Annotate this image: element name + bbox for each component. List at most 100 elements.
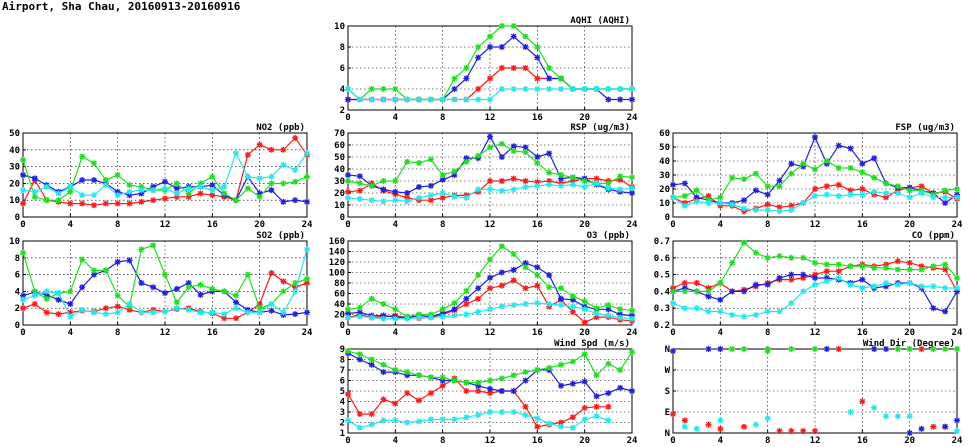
data-point [569,414,576,421]
data-point [930,283,937,290]
data-point [79,200,86,207]
x-tick-label: 12 [485,328,496,338]
y-tick-label: 0.6 [654,254,670,264]
data-point [729,174,736,181]
data-point [930,194,937,201]
y-tick-label: 0 [15,321,20,331]
x-tick-label: 8 [440,220,445,230]
data-point [764,254,771,261]
data-point [534,179,541,186]
y-tick-label: 7 [340,366,345,376]
data-point [741,313,747,320]
y-tick-label: 140 [329,248,345,258]
data-point [150,197,157,204]
x-tick-label: 8 [765,220,770,230]
data-point [427,197,434,204]
data-point [392,188,399,195]
x-tick-label: 4 [393,113,399,123]
data-point [126,192,133,199]
data-point [487,75,493,82]
chart-title: Wind Spd (m/s) [554,338,630,349]
data-point [292,288,299,295]
data-point [930,423,937,430]
data-point [427,374,434,381]
page-title: Airport, Sha Chau, 20160913-20160916 [2,0,241,13]
data-point [43,288,50,295]
data-point [906,194,913,201]
data-point [522,86,529,92]
data-point [569,424,576,431]
data-point [173,299,180,306]
data-point [510,409,517,415]
series-4 [345,86,635,103]
data-point [79,256,86,263]
data-point [126,182,133,189]
data-point [930,346,937,352]
y-tick-label: 10 [334,201,345,211]
data-point [221,315,228,322]
data-point [404,96,411,103]
data-point [522,144,529,151]
data-point [741,288,747,295]
data-point [558,382,564,389]
data-point [404,198,411,205]
data-point [138,183,145,190]
data-point [894,183,901,190]
data-point [883,261,889,268]
data-point [197,281,204,288]
data-point [510,175,517,182]
data-point [593,310,600,317]
data-point [221,183,228,190]
x-tick-label: 16 [857,436,868,446]
data-point [918,190,925,197]
data-point [380,186,387,193]
data-point [404,315,411,322]
data-point [558,175,564,182]
data-point [581,404,588,411]
data-point [729,311,736,318]
data-point [256,301,263,307]
x-tick-label: 0 [345,328,350,338]
data-point [930,305,937,312]
y-tick-label: 80 [334,279,345,289]
data-point [918,266,925,273]
data-point [268,187,275,194]
data-point [681,305,688,312]
data-point [55,190,62,197]
data-point [569,358,576,365]
data-point [173,305,180,312]
x-tick-label: 12 [485,436,496,446]
data-point [510,148,517,154]
data-point [558,423,564,430]
data-point [475,382,482,389]
data-point [55,290,62,297]
data-point [812,281,818,288]
y-tick-label: 5 [340,387,345,397]
data-point [617,311,624,318]
data-point [629,185,635,192]
data-point [162,271,168,278]
y-tick-label: 60 [334,141,345,151]
data-point [498,282,505,289]
x-tick-label: 12 [485,220,496,230]
data-point [404,194,411,201]
data-point [859,160,866,167]
y-tick-label: 0.4 [654,287,671,297]
chart-title: CO (ppm) [912,231,955,241]
data-point [20,296,26,303]
data-point [463,75,470,82]
y-tick-label: 30 [9,163,20,173]
data-point [906,430,913,436]
data-point [91,160,97,167]
data-point [280,161,287,168]
data-point [605,302,612,309]
series-1 [670,346,949,434]
y-tick-label: 2 [340,106,345,116]
data-point [752,249,759,256]
data-point [356,351,363,358]
data-point [670,411,676,418]
data-point [823,158,830,164]
data-point [752,170,759,177]
data-point [918,183,925,190]
